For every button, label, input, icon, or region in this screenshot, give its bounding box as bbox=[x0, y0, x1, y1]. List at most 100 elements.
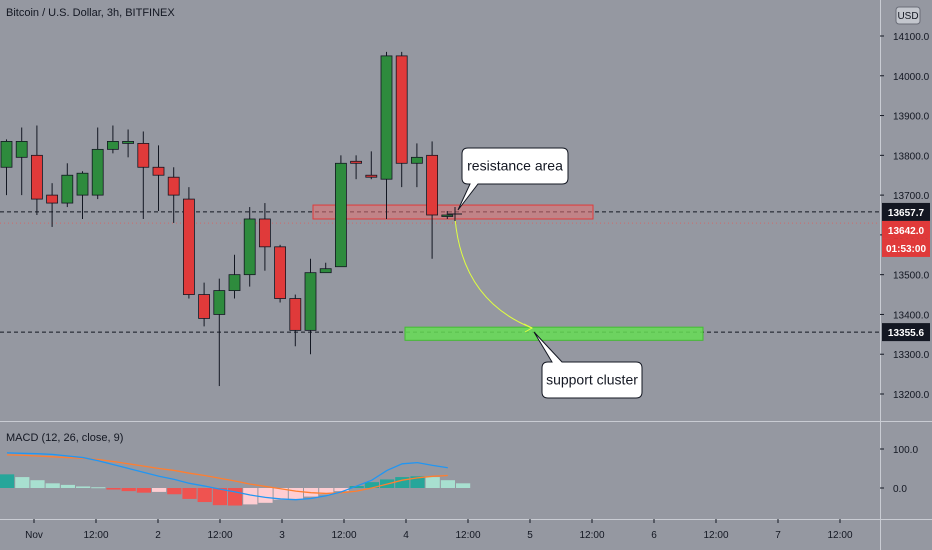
candle bbox=[380, 51, 393, 219]
macd-pane bbox=[0, 452, 471, 506]
macd-histogram-bar bbox=[273, 488, 288, 500]
price-axis-tick-label: 13700.0 bbox=[893, 191, 930, 202]
macd-histogram-bar bbox=[167, 488, 182, 495]
macd-histogram-bar bbox=[197, 488, 212, 503]
candle bbox=[15, 127, 28, 196]
price-axis-tick-label: 13500.0 bbox=[893, 271, 930, 282]
time-axis-tick-label: 5 bbox=[527, 530, 533, 541]
time-axis-tick-label: 12:00 bbox=[455, 530, 480, 541]
candle bbox=[167, 167, 180, 223]
candle-body bbox=[243, 218, 256, 276]
macd-histogram-bar bbox=[91, 487, 106, 489]
time-axis-tick-label: 12:00 bbox=[827, 530, 852, 541]
macd-histogram-bar bbox=[152, 488, 167, 492]
candle bbox=[76, 171, 89, 219]
candle-body bbox=[91, 148, 104, 196]
candle-body bbox=[198, 294, 211, 319]
price-axis-tick-label: 13200.0 bbox=[893, 390, 930, 401]
time-axis[interactable]: Nov 12:00 2 12:00 3 12:00 4 12:00 5 12:00 6 12:00 7 1… bbox=[25, 519, 853, 541]
support-callout-box bbox=[533, 331, 643, 399]
macd-histogram-bar bbox=[106, 488, 121, 490]
macd-histogram-bar bbox=[364, 482, 379, 488]
price-axis-tick-label: 13300.0 bbox=[893, 350, 930, 361]
price-tags: 13657.7 13642.0 01:53:00 13355.6 bbox=[882, 202, 930, 342]
macd-axis-tick-label: 0.0 bbox=[893, 484, 907, 495]
candle-body bbox=[61, 174, 74, 204]
candle bbox=[30, 125, 43, 215]
candle-body bbox=[334, 162, 347, 268]
macd-histogram-bar bbox=[136, 488, 151, 493]
macd-histogram-bar bbox=[349, 486, 364, 488]
candle bbox=[258, 203, 271, 271]
macd-signal-line bbox=[6, 454, 448, 495]
price-axis-tick-label: 13400.0 bbox=[893, 310, 930, 321]
time-axis-tick-label: Nov bbox=[25, 530, 43, 541]
candle bbox=[395, 51, 408, 188]
currency-button[interactable]: USD bbox=[895, 6, 921, 25]
candle bbox=[243, 207, 256, 287]
candle-body bbox=[167, 176, 180, 196]
time-axis-tick-label: 4 bbox=[403, 530, 409, 541]
candle bbox=[0, 139, 13, 196]
price-tag-bg bbox=[882, 202, 930, 221]
candle-body bbox=[441, 214, 454, 217]
candle bbox=[152, 145, 165, 212]
candle-body bbox=[30, 154, 43, 200]
price-axis-tick-label: 13800.0 bbox=[893, 151, 930, 162]
candle-body bbox=[274, 246, 287, 299]
candle-body bbox=[228, 274, 241, 291]
price-axis-tick-label: 14000.0 bbox=[893, 72, 930, 83]
price-axis-tick-label: 13900.0 bbox=[893, 112, 930, 123]
candle bbox=[410, 143, 423, 188]
macd-histogram-bar bbox=[410, 476, 425, 488]
macd-histogram-bar bbox=[121, 488, 136, 492]
macd-histogram-bar bbox=[334, 488, 349, 492]
price-tag-bg bbox=[882, 220, 930, 239]
price-tag-bg bbox=[882, 238, 930, 257]
candle bbox=[319, 262, 332, 274]
candle bbox=[182, 187, 195, 299]
candle bbox=[122, 129, 134, 158]
time-axis-tick-label: 3 bbox=[279, 530, 285, 541]
resistance-zone bbox=[312, 204, 594, 220]
candle-body bbox=[0, 141, 13, 168]
candle-body bbox=[122, 141, 134, 144]
support-callout-label: support cluster bbox=[546, 372, 638, 388]
candle bbox=[213, 278, 226, 387]
currency-button-label: USD bbox=[897, 11, 918, 22]
time-axis-tick-label: 12:00 bbox=[331, 530, 356, 541]
candle-body bbox=[395, 55, 408, 164]
candle bbox=[441, 211, 454, 219]
time-axis-tick-label: 12:00 bbox=[579, 530, 604, 541]
support-zone bbox=[404, 326, 704, 341]
macd-axis[interactable]: 100.0 0.0 bbox=[880, 445, 918, 495]
candle-body bbox=[365, 174, 378, 178]
chart-title: Bitcoin / U.S. Dollar, 3h, BITFINEX bbox=[6, 7, 175, 19]
macd-histogram-bar bbox=[0, 474, 15, 488]
candle-body bbox=[46, 194, 58, 204]
time-axis-tick-label: 12:00 bbox=[83, 530, 108, 541]
currency-button-bg bbox=[895, 6, 921, 25]
candle-body bbox=[107, 141, 119, 150]
candle bbox=[365, 151, 378, 180]
candle bbox=[46, 183, 58, 227]
zones bbox=[312, 204, 704, 341]
time-axis-tick-label: 2 bbox=[155, 530, 161, 541]
price-axis-tick-label: 14100.0 bbox=[893, 32, 930, 43]
macd-histogram-bar bbox=[60, 484, 75, 488]
candle-body bbox=[410, 156, 423, 164]
candles bbox=[0, 51, 454, 387]
time-axis-tick-label: 12:00 bbox=[703, 530, 728, 541]
support-callout[interactable]: support cluster bbox=[533, 331, 643, 399]
candle-body bbox=[137, 142, 150, 168]
projection-arrowhead bbox=[523, 323, 534, 333]
candle-body bbox=[426, 154, 439, 216]
price-tag-label: 13355.6 bbox=[888, 328, 925, 339]
resistance-callout[interactable]: resistance area bbox=[457, 147, 569, 211]
candle bbox=[289, 294, 302, 347]
candle bbox=[334, 155, 347, 268]
macd-histogram-bar bbox=[288, 488, 303, 499]
macd-histogram-bar bbox=[76, 486, 91, 488]
candle bbox=[274, 244, 287, 303]
candle-body bbox=[304, 272, 317, 331]
